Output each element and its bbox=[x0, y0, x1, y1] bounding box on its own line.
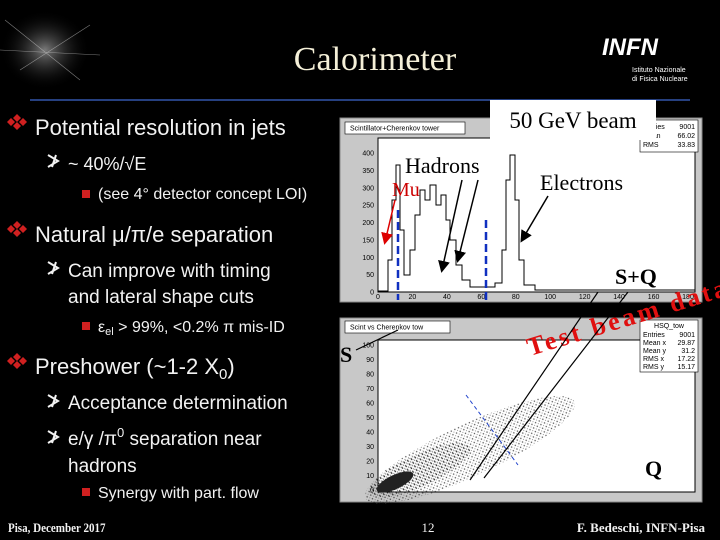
y-tick-label: 30 bbox=[366, 444, 374, 451]
stats-value: 66.02 bbox=[677, 133, 695, 140]
x-tick-label: 120 bbox=[579, 294, 591, 301]
scatter-panel: Scint vs Cherenkov tow bbox=[339, 317, 703, 505]
stats-value: 15.17 bbox=[677, 364, 695, 371]
footer-left: Pisa, December 2017 bbox=[8, 520, 106, 535]
y-tick-label: 50 bbox=[366, 415, 374, 422]
bullet: Can improve with timing bbox=[68, 261, 271, 282]
stats-label: Mean x bbox=[643, 340, 666, 347]
stats-label: RMS bbox=[643, 142, 659, 149]
bullet-icons bbox=[7, 114, 90, 496]
bullet: e/γ /π0 separation near bbox=[68, 425, 262, 450]
x-tick-label: 20 bbox=[409, 294, 417, 301]
page-number: 12 bbox=[422, 520, 435, 535]
x-tick-label: 60 bbox=[477, 294, 485, 301]
stats-label: RMS x bbox=[643, 356, 665, 363]
y-tick-label: 50 bbox=[366, 272, 374, 279]
x-tick-label: 180 bbox=[682, 294, 694, 301]
bullet: hadrons bbox=[68, 456, 137, 477]
slide-title: Calorimeter bbox=[294, 41, 457, 78]
y-tick-label: 60 bbox=[366, 401, 374, 408]
y-tick-label: 100 bbox=[362, 343, 374, 350]
logo-subtitle: di Fisica Nucleare bbox=[632, 76, 688, 83]
stats-value: 9001 bbox=[679, 124, 695, 131]
y-tick-label: 100 bbox=[362, 255, 374, 262]
y-tick-label: 20 bbox=[366, 459, 374, 466]
x-tick-label: 80 bbox=[512, 294, 520, 301]
y-tick-label: 80 bbox=[366, 372, 374, 379]
y-tick-label: 0 bbox=[370, 488, 374, 495]
annotation: Mu bbox=[392, 179, 420, 201]
x-tick-label: 0 bbox=[376, 294, 380, 301]
y-tick-label: 300 bbox=[362, 185, 374, 192]
plot-title: Scintillator+Cherenkov tower bbox=[350, 126, 440, 133]
bullet: Acceptance determination bbox=[68, 393, 288, 414]
y-tick-label: 150 bbox=[362, 237, 374, 244]
x-tick-label: 160 bbox=[648, 294, 660, 301]
annotation: S bbox=[340, 342, 352, 367]
bullet: εel > 99%, <0.2% π mis-ID bbox=[98, 319, 285, 338]
y-tick-label: 10 bbox=[366, 473, 374, 480]
bullet: and lateral shape cuts bbox=[68, 287, 254, 308]
plot-title: Scint vs Cherenkov tow bbox=[350, 325, 424, 332]
logo: INFN bbox=[602, 34, 659, 61]
annotation: S+Q bbox=[615, 264, 657, 289]
header-image bbox=[0, 10, 101, 90]
x-tick-label: 140 bbox=[613, 294, 625, 301]
bullet: Natural μ/π/e separation bbox=[35, 222, 273, 247]
annotation: Electrons bbox=[540, 170, 623, 195]
bullet: Preshower (~1-2 X0) bbox=[35, 354, 235, 383]
stats-label: Entries bbox=[643, 332, 665, 339]
y-tick-label: 40 bbox=[366, 430, 374, 437]
stats-value: 29.87 bbox=[677, 340, 695, 347]
beam-label-box bbox=[490, 100, 656, 140]
stats-value: 31.2 bbox=[681, 348, 695, 355]
y-tick-label: 250 bbox=[362, 203, 374, 210]
bullet: Synergy with part. flow bbox=[98, 485, 259, 502]
footer-right: F. Bedeschi, INFN-Pisa bbox=[577, 520, 706, 535]
arrows bbox=[355, 179, 629, 481]
bullet: Potential resolution in jets bbox=[35, 115, 286, 140]
x-tick-label: 100 bbox=[544, 294, 556, 301]
stats-value: 17.22 bbox=[677, 356, 695, 363]
stats-value: 9001 bbox=[679, 332, 695, 339]
y-tick-label: 0 bbox=[370, 290, 374, 297]
y-tick-label: 90 bbox=[366, 357, 374, 364]
logo-subtitle: Istituto Nazionale bbox=[632, 67, 686, 74]
beam-label: 50 GeV beam bbox=[509, 108, 636, 133]
y-tick-label: 200 bbox=[362, 220, 374, 227]
x-tick-label: 40 bbox=[443, 294, 451, 301]
annotation: Q bbox=[645, 456, 662, 481]
stats-value: 33.83 bbox=[677, 142, 695, 149]
bullet: (see 4° detector concept LOI) bbox=[98, 186, 307, 203]
stats-title: HSQ_tow bbox=[654, 323, 685, 330]
y-tick-label: 400 bbox=[362, 151, 374, 158]
annotation: Hadrons bbox=[405, 153, 480, 178]
stats-label: RMS y bbox=[643, 364, 665, 371]
stats-label: Mean y bbox=[643, 348, 666, 355]
y-tick-label: 350 bbox=[362, 168, 374, 175]
bullet: ~ 40%/√E bbox=[68, 154, 146, 174]
y-tick-label: 70 bbox=[366, 386, 374, 393]
